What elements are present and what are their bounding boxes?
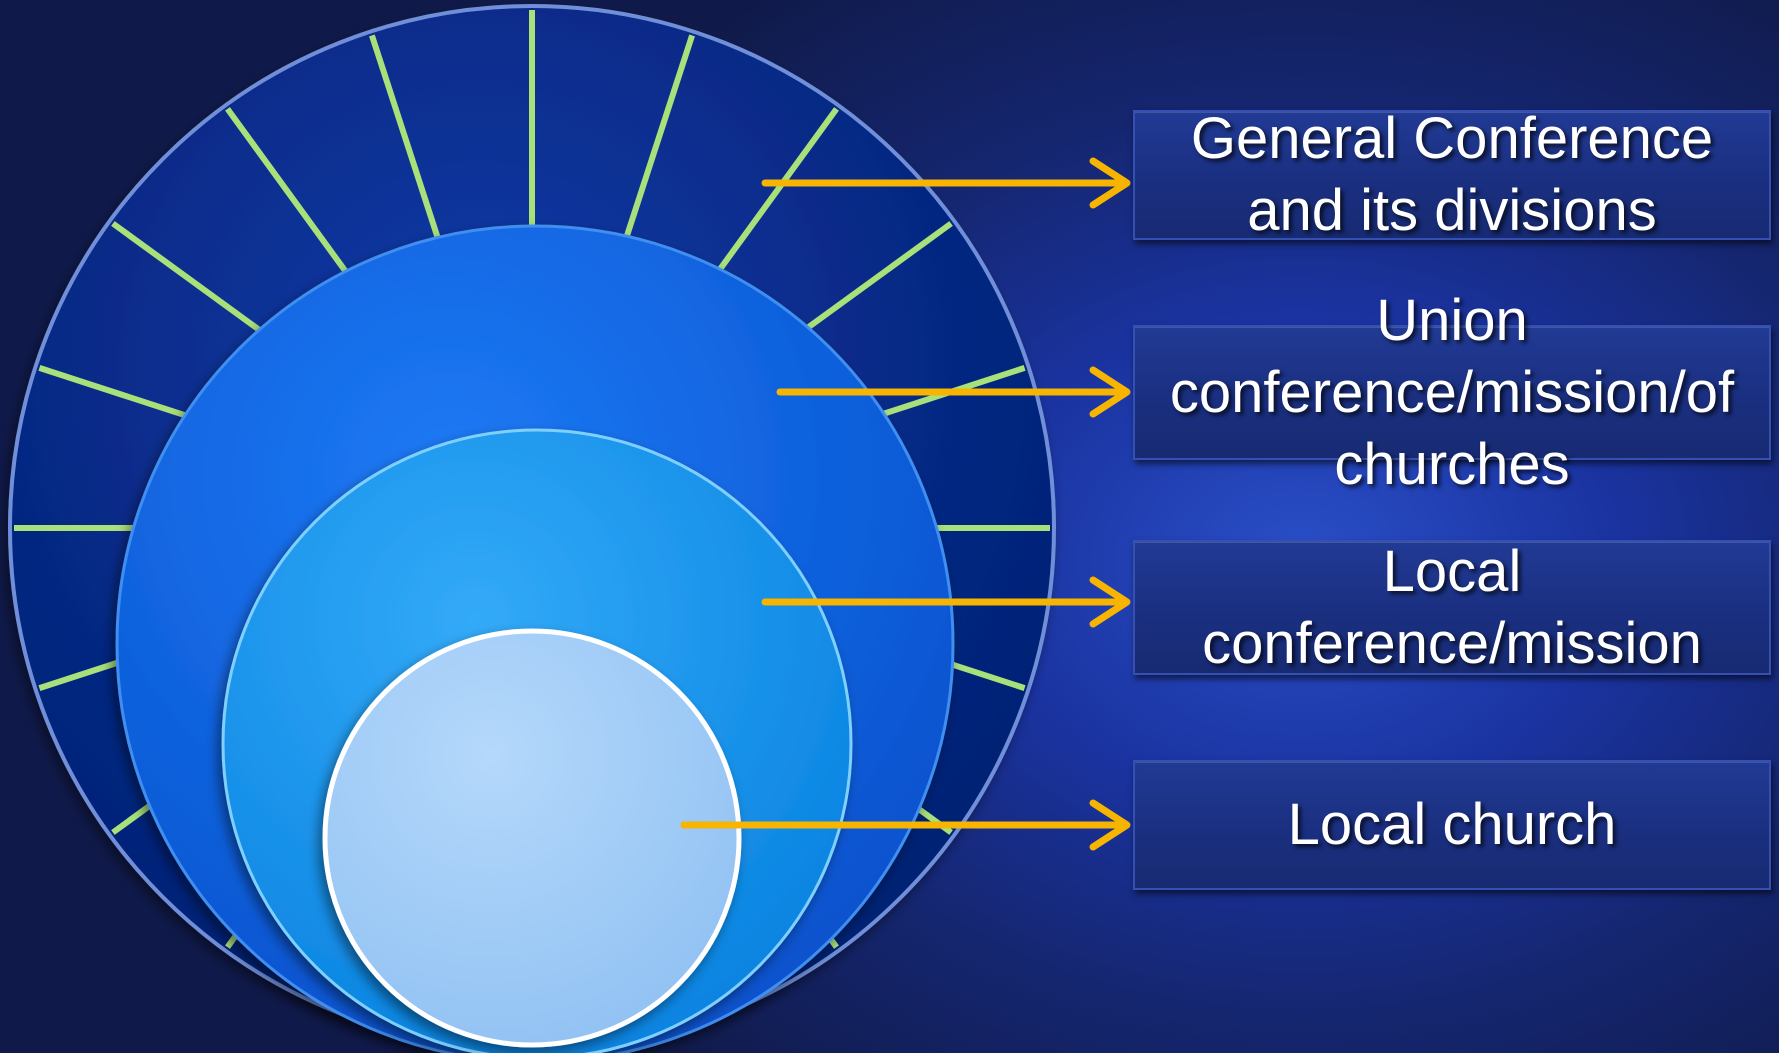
label-local-church: Local church (1133, 760, 1771, 890)
label-union-conference-text: Union conference/mission/of churches (1169, 287, 1735, 497)
arrow-head (1089, 576, 1131, 628)
label-local-church-text: Local church (1287, 792, 1617, 857)
spoke-line (705, 107, 839, 288)
label-general-conference-text: General Conference and its divisions (1190, 106, 1714, 243)
spoke-line (369, 34, 443, 244)
label-local-conference-text: Local conference/mission (1202, 538, 1702, 676)
arrow-head (1089, 157, 1131, 209)
spoke-line (621, 34, 695, 244)
spoke-line (225, 107, 359, 288)
arrow-head (1089, 366, 1131, 418)
arrows (680, 157, 1131, 851)
label-local-conference: Local conference/mission (1133, 539, 1771, 676)
arrow-head (1089, 799, 1131, 851)
label-union-conference: Union conference/mission/of churches (1133, 288, 1771, 497)
label-general-conference: General Conference and its divisions (1133, 106, 1771, 243)
local-church-circle (322, 628, 742, 1048)
